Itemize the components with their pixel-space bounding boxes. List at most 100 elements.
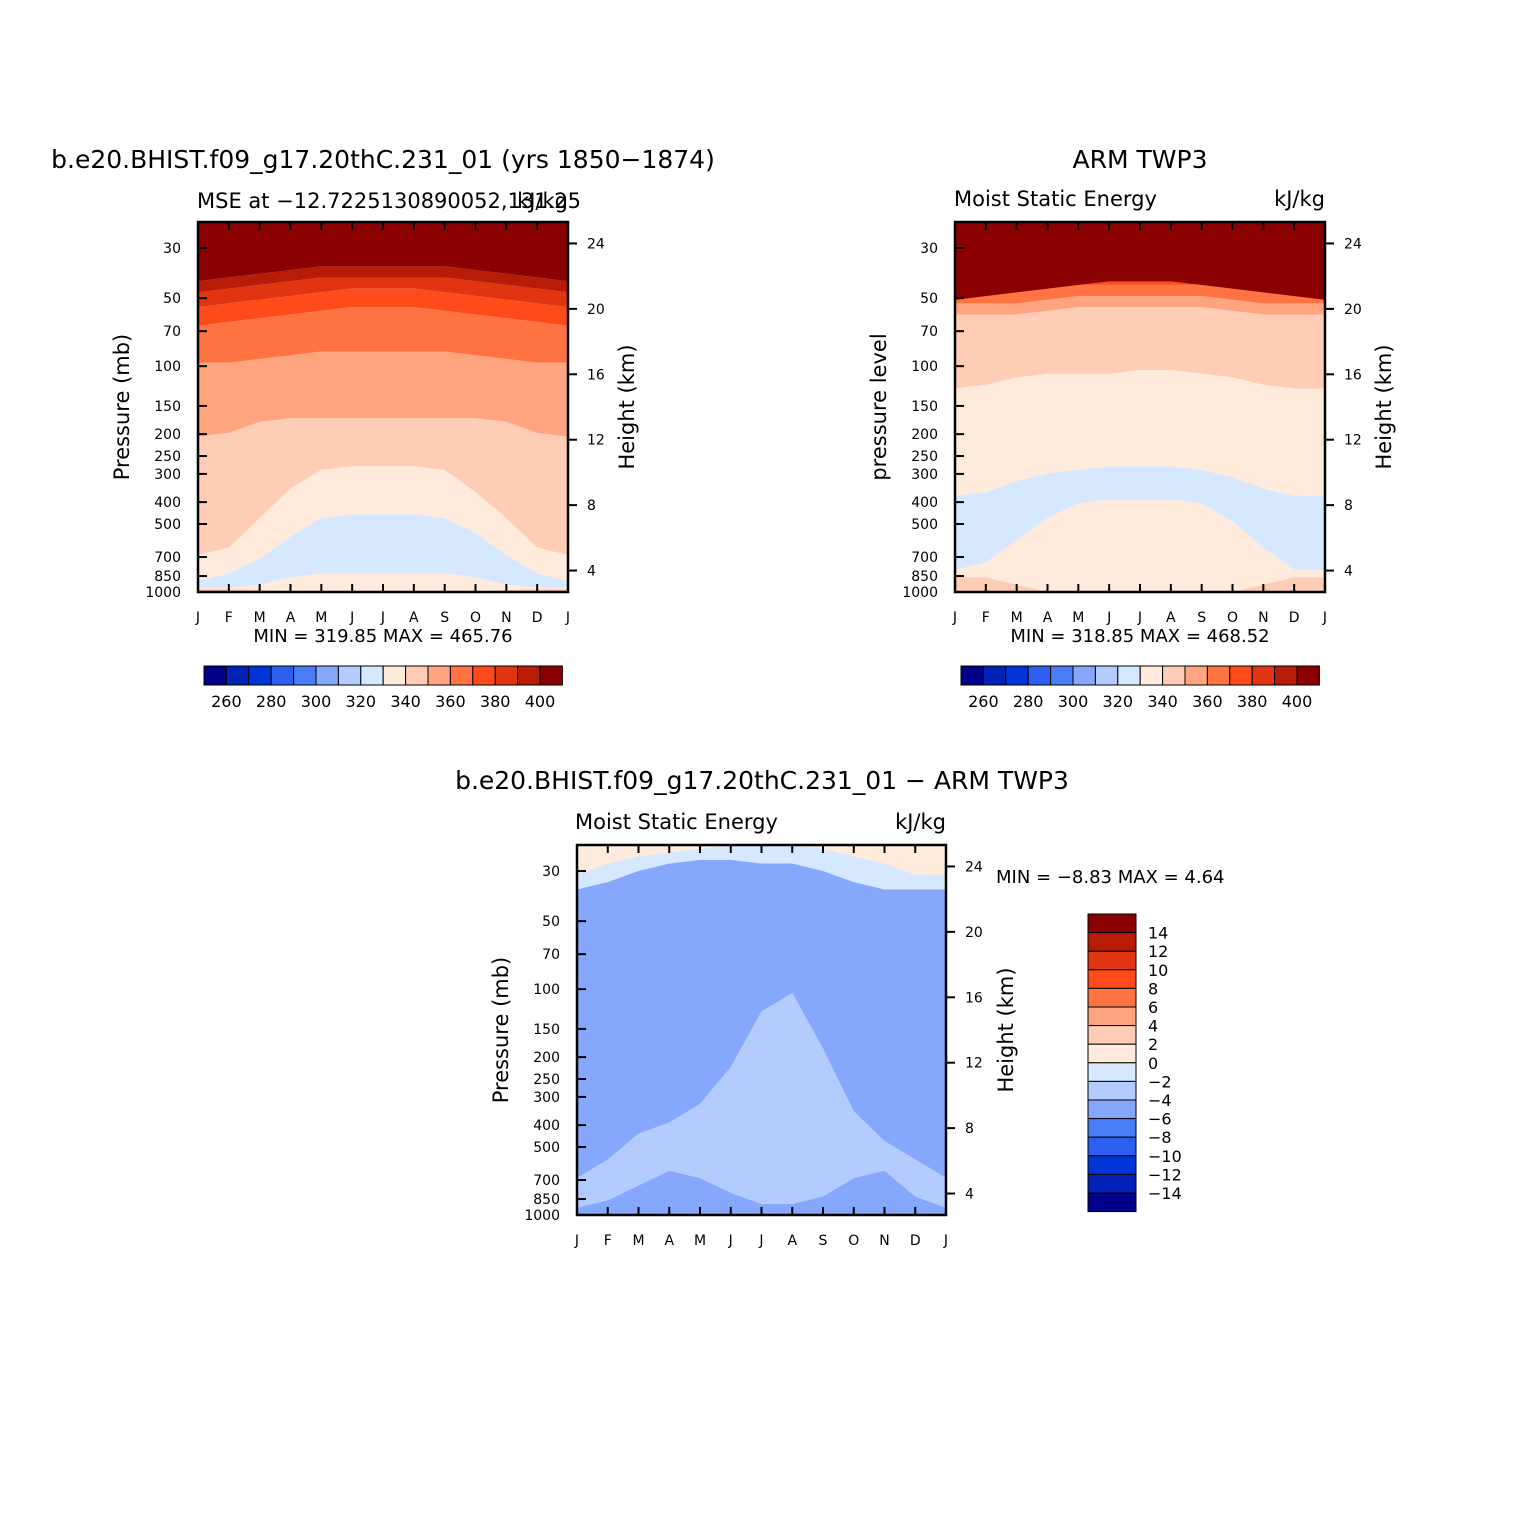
model-subtitle-left: MSE at −12.7225130890052,131.25	[197, 189, 581, 213]
colorbar-box	[1087, 950, 1137, 971]
contour-band	[955, 222, 1325, 300]
contour-band	[577, 1170, 946, 1215]
y-right-tick-label: 4	[965, 1187, 974, 1203]
y-tick-label: 50	[163, 291, 181, 307]
x-tick-label: J	[728, 1233, 733, 1249]
colorbar-label: 280	[1013, 692, 1044, 711]
obs-min-max: MIN = 318.85 MAX = 468.52	[1010, 626, 1269, 647]
colorbar-box	[1087, 932, 1137, 952]
model-ylabel: Pressure (mb)	[110, 334, 134, 481]
colorbar-label: −8	[1148, 1128, 1172, 1147]
colorbar-box	[337, 665, 362, 686]
diff-min-max: MIN = −8.83 MAX = 4.64	[996, 867, 1225, 888]
y-right-tick-label: 8	[1344, 498, 1353, 514]
diff-subtitle-left: Moist Static Energy	[575, 810, 778, 834]
x-tick-label: A	[664, 1233, 674, 1249]
x-tick-label: M	[632, 1233, 644, 1249]
y-tick-label: 300	[911, 467, 938, 483]
y-tick-label: 70	[542, 947, 560, 963]
x-tick-label: S	[440, 610, 449, 626]
x-tick-label: A	[1166, 610, 1176, 626]
colorbar-box	[1184, 665, 1208, 686]
y-tick-label: 200	[154, 427, 181, 443]
colorbar-box	[1274, 665, 1298, 686]
colorbar-box	[1027, 665, 1052, 686]
y-right-tick-label: 12	[965, 1056, 983, 1072]
y-tick-label: 100	[533, 982, 560, 998]
x-tick-label: J	[758, 1233, 763, 1249]
x-tick-label: J	[195, 610, 200, 626]
y-tick-label: 200	[911, 427, 938, 443]
x-tick-label: N	[501, 610, 511, 626]
x-tick-label: F	[604, 1233, 612, 1249]
colorbar-label: 340	[1147, 692, 1178, 711]
colorbar-box	[449, 665, 474, 686]
colorbar-label: 320	[346, 692, 377, 711]
obs-title: ARM TWP3	[1073, 145, 1208, 174]
colorbar-box	[1087, 1118, 1137, 1138]
colorbar-label: 360	[1192, 692, 1223, 711]
colorbar-label: 380	[480, 692, 511, 711]
x-tick-label: N	[879, 1233, 889, 1249]
colorbar-box	[1087, 1080, 1137, 1101]
contour-band	[198, 288, 568, 326]
y-right-tick-label: 4	[1344, 564, 1353, 580]
y-right-tick-label: 20	[1344, 302, 1362, 318]
colorbar-box	[1087, 1043, 1137, 1064]
colorbar-box	[293, 665, 317, 686]
colorbar-box	[405, 665, 429, 686]
colorbar-label: 6	[1148, 998, 1158, 1017]
obs-ylabel: pressure level	[867, 333, 891, 480]
colorbar-label: 400	[525, 692, 556, 711]
colorbar-box	[1229, 665, 1253, 686]
contour-band	[198, 277, 568, 308]
contour-band	[955, 466, 1325, 570]
contour-band	[198, 222, 568, 282]
colorbar-label: 260	[211, 692, 242, 711]
model-subtitle-right: kJ/kg	[517, 189, 568, 213]
colorbar-box	[1087, 969, 1137, 989]
contour-band	[955, 577, 1325, 592]
y-tick-label: 500	[911, 517, 938, 533]
y-tick-label: 200	[533, 1050, 560, 1066]
colorbar-label: 340	[390, 692, 421, 711]
y-tick-label: 500	[533, 1140, 560, 1156]
y-tick-label: 1000	[145, 585, 181, 601]
model-panel: b.e20.BHIST.f09_g17.20thC.231_01 (yrs 18…	[51, 145, 715, 711]
x-tick-label: M	[254, 610, 266, 626]
contour-band	[198, 351, 568, 437]
y-right-tick-label: 8	[587, 498, 596, 514]
x-tick-label: D	[910, 1233, 921, 1249]
y-tick-label: 30	[163, 241, 181, 257]
x-tick-label: J	[349, 610, 354, 626]
colorbar-label: 14	[1148, 924, 1168, 943]
y-right-tick-label: 8	[965, 1121, 974, 1137]
diff-ylabel-right: Height (km)	[994, 967, 1018, 1092]
colorbar-box	[1072, 665, 1096, 686]
colorbar-box	[225, 665, 250, 686]
x-tick-label: N	[1258, 610, 1268, 626]
x-tick-label: S	[819, 1233, 828, 1249]
colorbar-box	[1296, 665, 1320, 686]
contour-band	[955, 307, 1325, 389]
y-tick-label: 150	[533, 1022, 560, 1038]
y-tick-label: 250	[911, 449, 938, 465]
colorbar-label: −4	[1148, 1091, 1172, 1110]
colorbar-box	[203, 665, 227, 686]
colorbar-box	[517, 665, 541, 686]
colorbar-label: −14	[1148, 1184, 1182, 1203]
diff-ylabel: Pressure (mb)	[489, 957, 513, 1104]
colorbar-box	[427, 665, 451, 686]
x-tick-label: A	[286, 610, 296, 626]
x-tick-label: M	[1072, 610, 1084, 626]
colorbar-label: 12	[1148, 942, 1168, 961]
x-tick-label: O	[848, 1233, 859, 1249]
diff-subtitle-right: kJ/kg	[895, 810, 946, 834]
obs-contour-area: J F M A M J J A S O N D J 30 50 70 100 150 200 250 300 400 500…	[902, 220, 1362, 626]
x-tick-label: J	[574, 1233, 579, 1249]
model-contour-area: J F M A M J J A S O N D J 30 50 70 100 150 200 250 300 400 500…	[145, 220, 605, 626]
colorbar-box	[1087, 913, 1137, 934]
x-tick-label: D	[532, 610, 543, 626]
